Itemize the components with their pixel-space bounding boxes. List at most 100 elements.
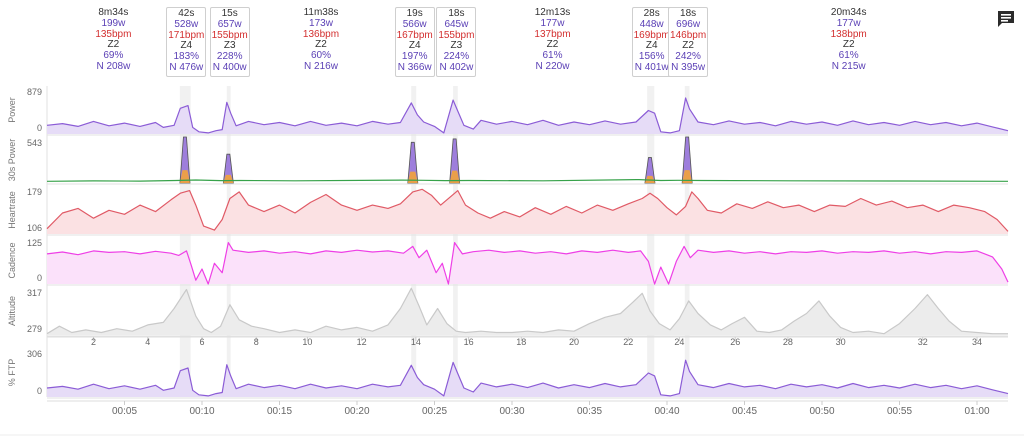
interval-power: 528w (174, 18, 199, 30)
cadence-panel-title: Cadence (7, 242, 17, 278)
distance-tick-label-7: 16 (464, 337, 474, 347)
power-panel-title: Power (7, 97, 17, 123)
distance-tick-label-0: 2 (91, 337, 96, 347)
interval-duration: 18s (448, 8, 465, 19)
power-peak-band-4 (644, 175, 655, 183)
distance-tick-label-6: 14 (411, 337, 421, 347)
interval-hr: 135bpm (95, 28, 132, 40)
interval-label-4[interactable]: 19s 566w 167bpm Z4 197% N 366w (394, 7, 435, 77)
interval-hr: 169bpm (633, 29, 670, 41)
distance-tick-label-8: 18 (516, 337, 526, 347)
interval-np: N 401w (634, 61, 669, 73)
interval-label-7[interactable]: 28s 448w 169bpm Z4 156% N 401w (631, 7, 672, 77)
interval-np: N 215w (831, 60, 866, 72)
heartrate-panel-title: Heartrate (7, 191, 17, 229)
distance-tick-label-2: 6 (199, 337, 204, 347)
interval-label-0[interactable]: 8m34s 199w 135bpm Z2 69% N 208w (72, 7, 154, 73)
time-tick-label-1: 00:10 (189, 406, 214, 417)
time-tick-label-2: 00:15 (267, 406, 292, 417)
interval-power: 696w (676, 18, 701, 30)
interval-zone: Z4 (645, 40, 658, 52)
interval-pct: 197% (401, 51, 428, 63)
time-tick-label-0: 00:05 (112, 406, 137, 417)
interval-duration: 20m34s (830, 7, 867, 18)
interval-band-2 (226, 86, 231, 397)
altitude-area (47, 288, 1008, 335)
distance-tick-label-13: 28 (783, 337, 793, 347)
interval-pct: 61% (838, 50, 859, 62)
time-tick-label-3: 00:20 (344, 406, 369, 417)
heartrate-area (47, 189, 1008, 234)
time-tick-label-10: 00:55 (887, 406, 912, 417)
power-line (46, 97, 1009, 134)
interval-label-1[interactable]: 42s 528w 171bpm Z4 183% N 476w (166, 7, 207, 77)
interval-band-4 (411, 86, 417, 397)
interval-pct: 61% (542, 50, 563, 62)
interval-zone: Z2 (682, 40, 694, 52)
30s-power-panel-title: 30s Power (7, 139, 17, 182)
time-tick-label-5: 00:30 (499, 406, 524, 417)
interval-hr: 155bpm (211, 29, 248, 41)
interval-pct: 156% (638, 51, 665, 63)
interval-duration: 19s (406, 8, 423, 19)
distance-tick-label-14: 30 (836, 337, 846, 347)
interval-power: 173w (309, 17, 333, 29)
altitude-line (46, 287, 1008, 335)
interval-duration: 11m38s (303, 7, 339, 18)
ftp-ymin-label: 0 (37, 386, 42, 396)
interval-power: 177w (540, 17, 565, 29)
time-tick-label-6: 00:35 (577, 406, 602, 417)
interval-duration: 28s (643, 8, 660, 19)
interval-label-8[interactable]: 18s 696w 146bpm Z2 242% N 395w (668, 7, 709, 77)
interval-label-2[interactable]: 15s 657w 155bpm Z3 228% N 400w (209, 7, 250, 77)
power-ymin-label: 0 (37, 123, 42, 133)
distance-tick-label-15: 32 (918, 337, 928, 347)
power-area (47, 98, 1008, 134)
interval-band-7 (647, 86, 655, 397)
interval-zone: Z3 (450, 40, 463, 52)
interval-duration: 8m34s (98, 7, 129, 18)
altitude-ymax-label: 317 (27, 288, 42, 298)
interval-label-9[interactable]: 20m34s 177w 138bpm Z2 61% N 215w (808, 7, 890, 73)
interval-hr: 138bpm (830, 28, 867, 40)
interval-power: 566w (402, 18, 427, 30)
distance-tick-label-3: 8 (254, 337, 259, 347)
interval-power: 199w (101, 17, 126, 29)
interval-hr: 167bpm (396, 29, 433, 41)
power-ymax-label: 879 (27, 87, 42, 97)
time-tick-label-9: 00:50 (809, 406, 834, 417)
interval-band-8 (684, 86, 690, 397)
interval-zone: Z3 (223, 40, 236, 52)
distance-tick-label-10: 22 (623, 337, 633, 347)
cadence-ymax-label: 125 (27, 238, 42, 248)
interval-label-5[interactable]: 18s 645w 155bpm Z3 224% N 402w (436, 7, 477, 77)
interval-duration: 12m13s (534, 7, 571, 18)
power-peak-band-3 (449, 170, 460, 183)
interval-band-5 (453, 86, 458, 397)
interval-power: 448w (639, 18, 664, 30)
interval-band-1 (179, 86, 191, 397)
interval-duration: 18s (680, 8, 697, 19)
distance-tick-label-16: 34 (972, 337, 982, 347)
interval-zone: Z2 (546, 39, 559, 51)
interval-np: N 395w (671, 61, 706, 73)
distance-tick-label-11: 24 (674, 337, 684, 347)
interval-label-6[interactable]: 12m13s 177w 137bpm Z2 61% N 220w (512, 7, 594, 73)
cadence-ymin-label: 0 (37, 273, 42, 283)
panel-bg-4 (47, 287, 1008, 335)
distance-tick-label-4: 10 (302, 337, 312, 347)
ftp-panel-title: % FTP (7, 359, 17, 387)
ftp-line (46, 359, 1009, 397)
ftp-area (47, 360, 1008, 397)
30s-power-line (46, 179, 1009, 182)
interval-zone: Z2 (315, 39, 327, 51)
interval-np: N 400w (212, 61, 247, 73)
interval-label-3[interactable]: 11m38s 173w 136bpm Z2 60% N 216w (280, 7, 362, 73)
interval-np: N 220w (535, 60, 570, 72)
interval-zone: Z2 (107, 39, 120, 51)
interval-pct: 69% (103, 50, 124, 62)
interval-zone: Z4 (180, 40, 193, 52)
comment-icon[interactable] (996, 10, 1016, 28)
interval-power: 177w (836, 17, 861, 29)
